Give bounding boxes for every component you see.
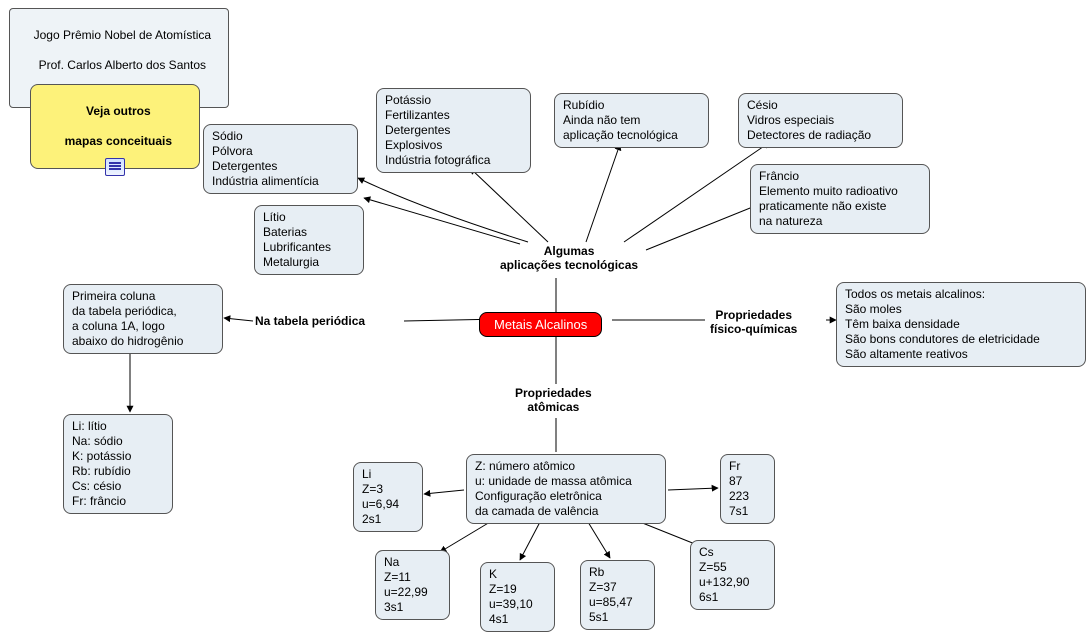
node-z: Z: número atômico u: unidade de massa at… [466, 454, 666, 524]
node-fis: Todos os metais alcalinos: São moles Têm… [836, 282, 1086, 367]
label-apps: Algumas aplicações tecnológicas [500, 244, 638, 273]
node-cesio: Césio Vidros especiais Detectores de rad… [738, 93, 903, 148]
node-rubidio: Rubídio Ainda não tem aplicação tecnológ… [554, 93, 709, 148]
node-potassio: Potássio Fertilizantes Detergentes Explo… [376, 88, 531, 173]
node-fr: Fr 87 223 7s1 [720, 454, 775, 524]
node-rb: Rb Z=37 u=85,47 5s1 [580, 560, 655, 630]
node-li: Li Z=3 u=6,94 2s1 [353, 462, 423, 532]
yellow-l1: Veja outros [86, 104, 151, 118]
node-cs: Cs Z=55 u+132,90 6s1 [690, 540, 775, 610]
header-l1: Jogo Prêmio Nobel de Atomística [34, 28, 211, 42]
document-icon [105, 158, 125, 176]
node-francio: Frâncio Elemento muito radioativo pratic… [750, 164, 930, 234]
node-sodio: Sódio Pólvora Detergentes Indústria alim… [203, 124, 358, 194]
header-l2: Prof. Carlos Alberto dos Santos [39, 58, 206, 72]
node-lista: Li: lítio Na: sódio K: potássio Rb: rubí… [63, 414, 173, 514]
node-k: K Z=19 u=39,10 4s1 [480, 562, 555, 632]
label-fisq: Propriedades físico-químicas [710, 308, 797, 337]
node-coluna: Primeira coluna da tabela periódica, a c… [63, 284, 223, 354]
yellow-l2: mapas conceituais [65, 134, 172, 148]
node-litio: Lítio Baterias Lubrificantes Metalurgia [254, 205, 364, 275]
label-atom: Propriedades atômicas [515, 386, 592, 415]
other-maps-link[interactable]: Veja outros mapas conceituais [30, 84, 200, 169]
node-na: Na Z=11 u=22,99 3s1 [375, 550, 450, 620]
center-node: Metais Alcalinos [479, 312, 602, 337]
label-tabela: Na tabela periódica [255, 314, 365, 328]
